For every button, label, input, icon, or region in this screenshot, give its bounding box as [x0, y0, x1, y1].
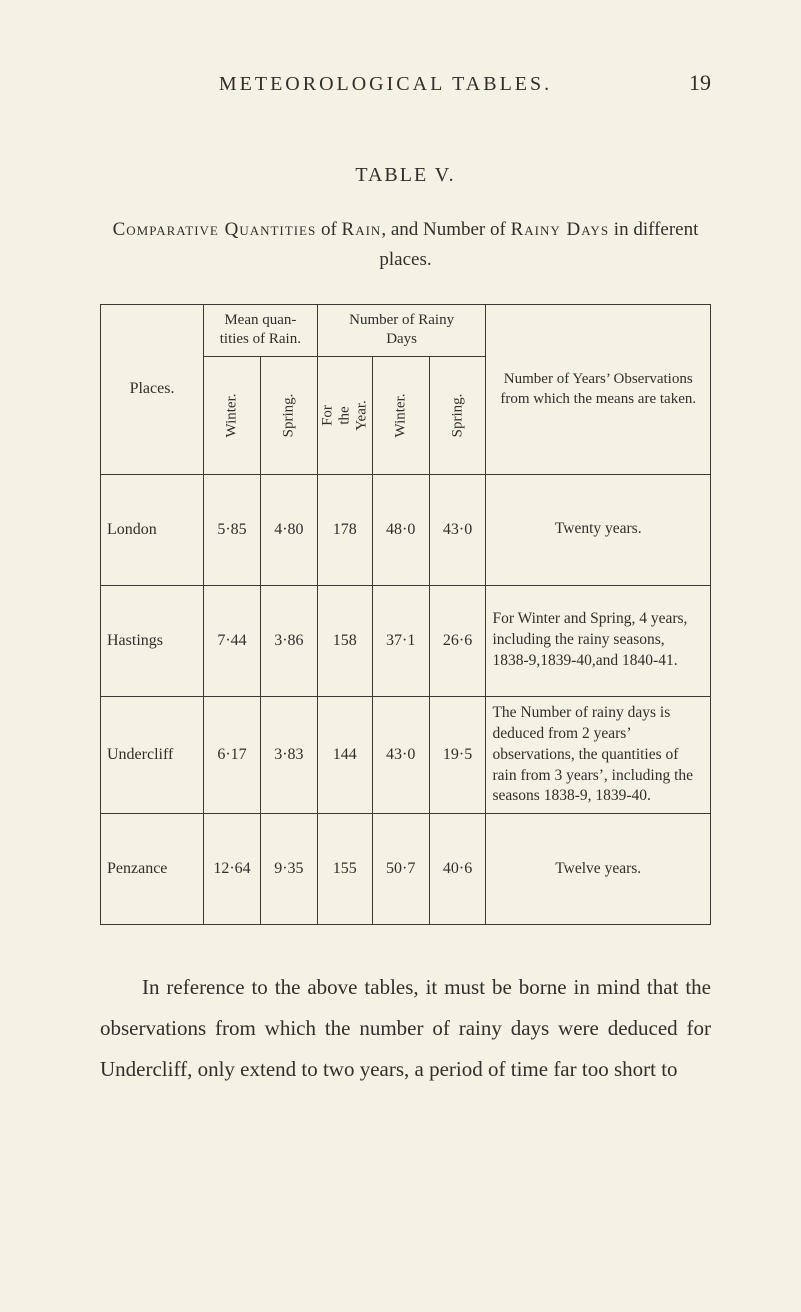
meteorological-table: Places. Mean quan- tities of Rain. Numbe…	[100, 304, 711, 926]
caption-rain: Rain	[342, 219, 382, 240]
table-row: Penzance 12·64 9·35 155 50·7 40·6 Twelve…	[101, 814, 711, 925]
cell-winter2: 43·0	[372, 696, 429, 814]
cell-foryear: 178	[317, 474, 372, 585]
cell-winter1: 12·64	[204, 814, 261, 925]
cell-winter1: 5·85	[204, 474, 261, 585]
cell-place: Penzance	[101, 814, 204, 925]
cell-winter1: 7·44	[204, 585, 261, 696]
cell-spring2: 40·6	[429, 814, 486, 925]
table-row: London 5·85 4·80 178 48·0 43·0 Twenty ye…	[101, 474, 711, 585]
cell-spring2: 19·5	[429, 696, 486, 814]
cell-obs: The Number of rainy days is deduced from…	[486, 696, 711, 814]
cell-obs: Twenty years.	[486, 474, 711, 585]
col-winter-1: Winter.	[204, 356, 261, 474]
cell-winter2: 37·1	[372, 585, 429, 696]
caption-mid: , and Number of	[381, 219, 510, 240]
caption-comparative: Comparative Quantities	[113, 219, 317, 240]
cell-foryear: 155	[317, 814, 372, 925]
caption-rainy-days: Rainy Days	[511, 219, 609, 240]
col-spring-2: Spring.	[429, 356, 486, 474]
cell-spring2: 26·6	[429, 585, 486, 696]
running-head: METEOROLOGICAL TABLES. 19	[100, 70, 711, 96]
cell-spring1: 9·35	[260, 814, 317, 925]
col-winter-2: Winter.	[372, 356, 429, 474]
col-for-year: For the Year.	[317, 356, 372, 474]
table-label: TABLE V.	[100, 164, 711, 187]
cell-winter1: 6·17	[204, 696, 261, 814]
page: METEOROLOGICAL TABLES. 19 TABLE V. Compa…	[0, 0, 801, 1312]
cell-spring1: 3·86	[260, 585, 317, 696]
body-paragraph: In reference to the above tables, it mus…	[100, 967, 711, 1090]
cell-winter2: 50·7	[372, 814, 429, 925]
table-row: Undercliff 6·17 3·83 144 43·0 19·5 The N…	[101, 696, 711, 814]
col-group-mean: Mean quan- tities of Rain.	[204, 304, 318, 356]
cell-foryear: 158	[317, 585, 372, 696]
cell-spring2: 43·0	[429, 474, 486, 585]
col-spring-1: Spring.	[260, 356, 317, 474]
cell-spring1: 3·83	[260, 696, 317, 814]
running-title: METEOROLOGICAL TABLES.	[100, 73, 671, 96]
cell-obs: For Winter and Spring, 4 years, includin…	[486, 585, 711, 696]
cell-place: Hastings	[101, 585, 204, 696]
page-number: 19	[671, 70, 711, 96]
col-observations: Number of Years’ Observations from which…	[486, 304, 711, 474]
caption-of: of	[316, 219, 341, 240]
col-group-days: Number of Rainy Days	[317, 304, 486, 356]
col-places: Places.	[101, 304, 204, 474]
cell-place: London	[101, 474, 204, 585]
cell-winter2: 48·0	[372, 474, 429, 585]
cell-spring1: 4·80	[260, 474, 317, 585]
cell-foryear: 144	[317, 696, 372, 814]
cell-place: Undercliff	[101, 696, 204, 814]
table-row: Hastings 7·44 3·86 158 37·1 26·6 For Win…	[101, 585, 711, 696]
table-caption: Comparative Quantities of Rain, and Numb…	[110, 215, 701, 276]
cell-obs: Twelve years.	[486, 814, 711, 925]
body-text: In reference to the above tables, it mus…	[100, 967, 711, 1090]
